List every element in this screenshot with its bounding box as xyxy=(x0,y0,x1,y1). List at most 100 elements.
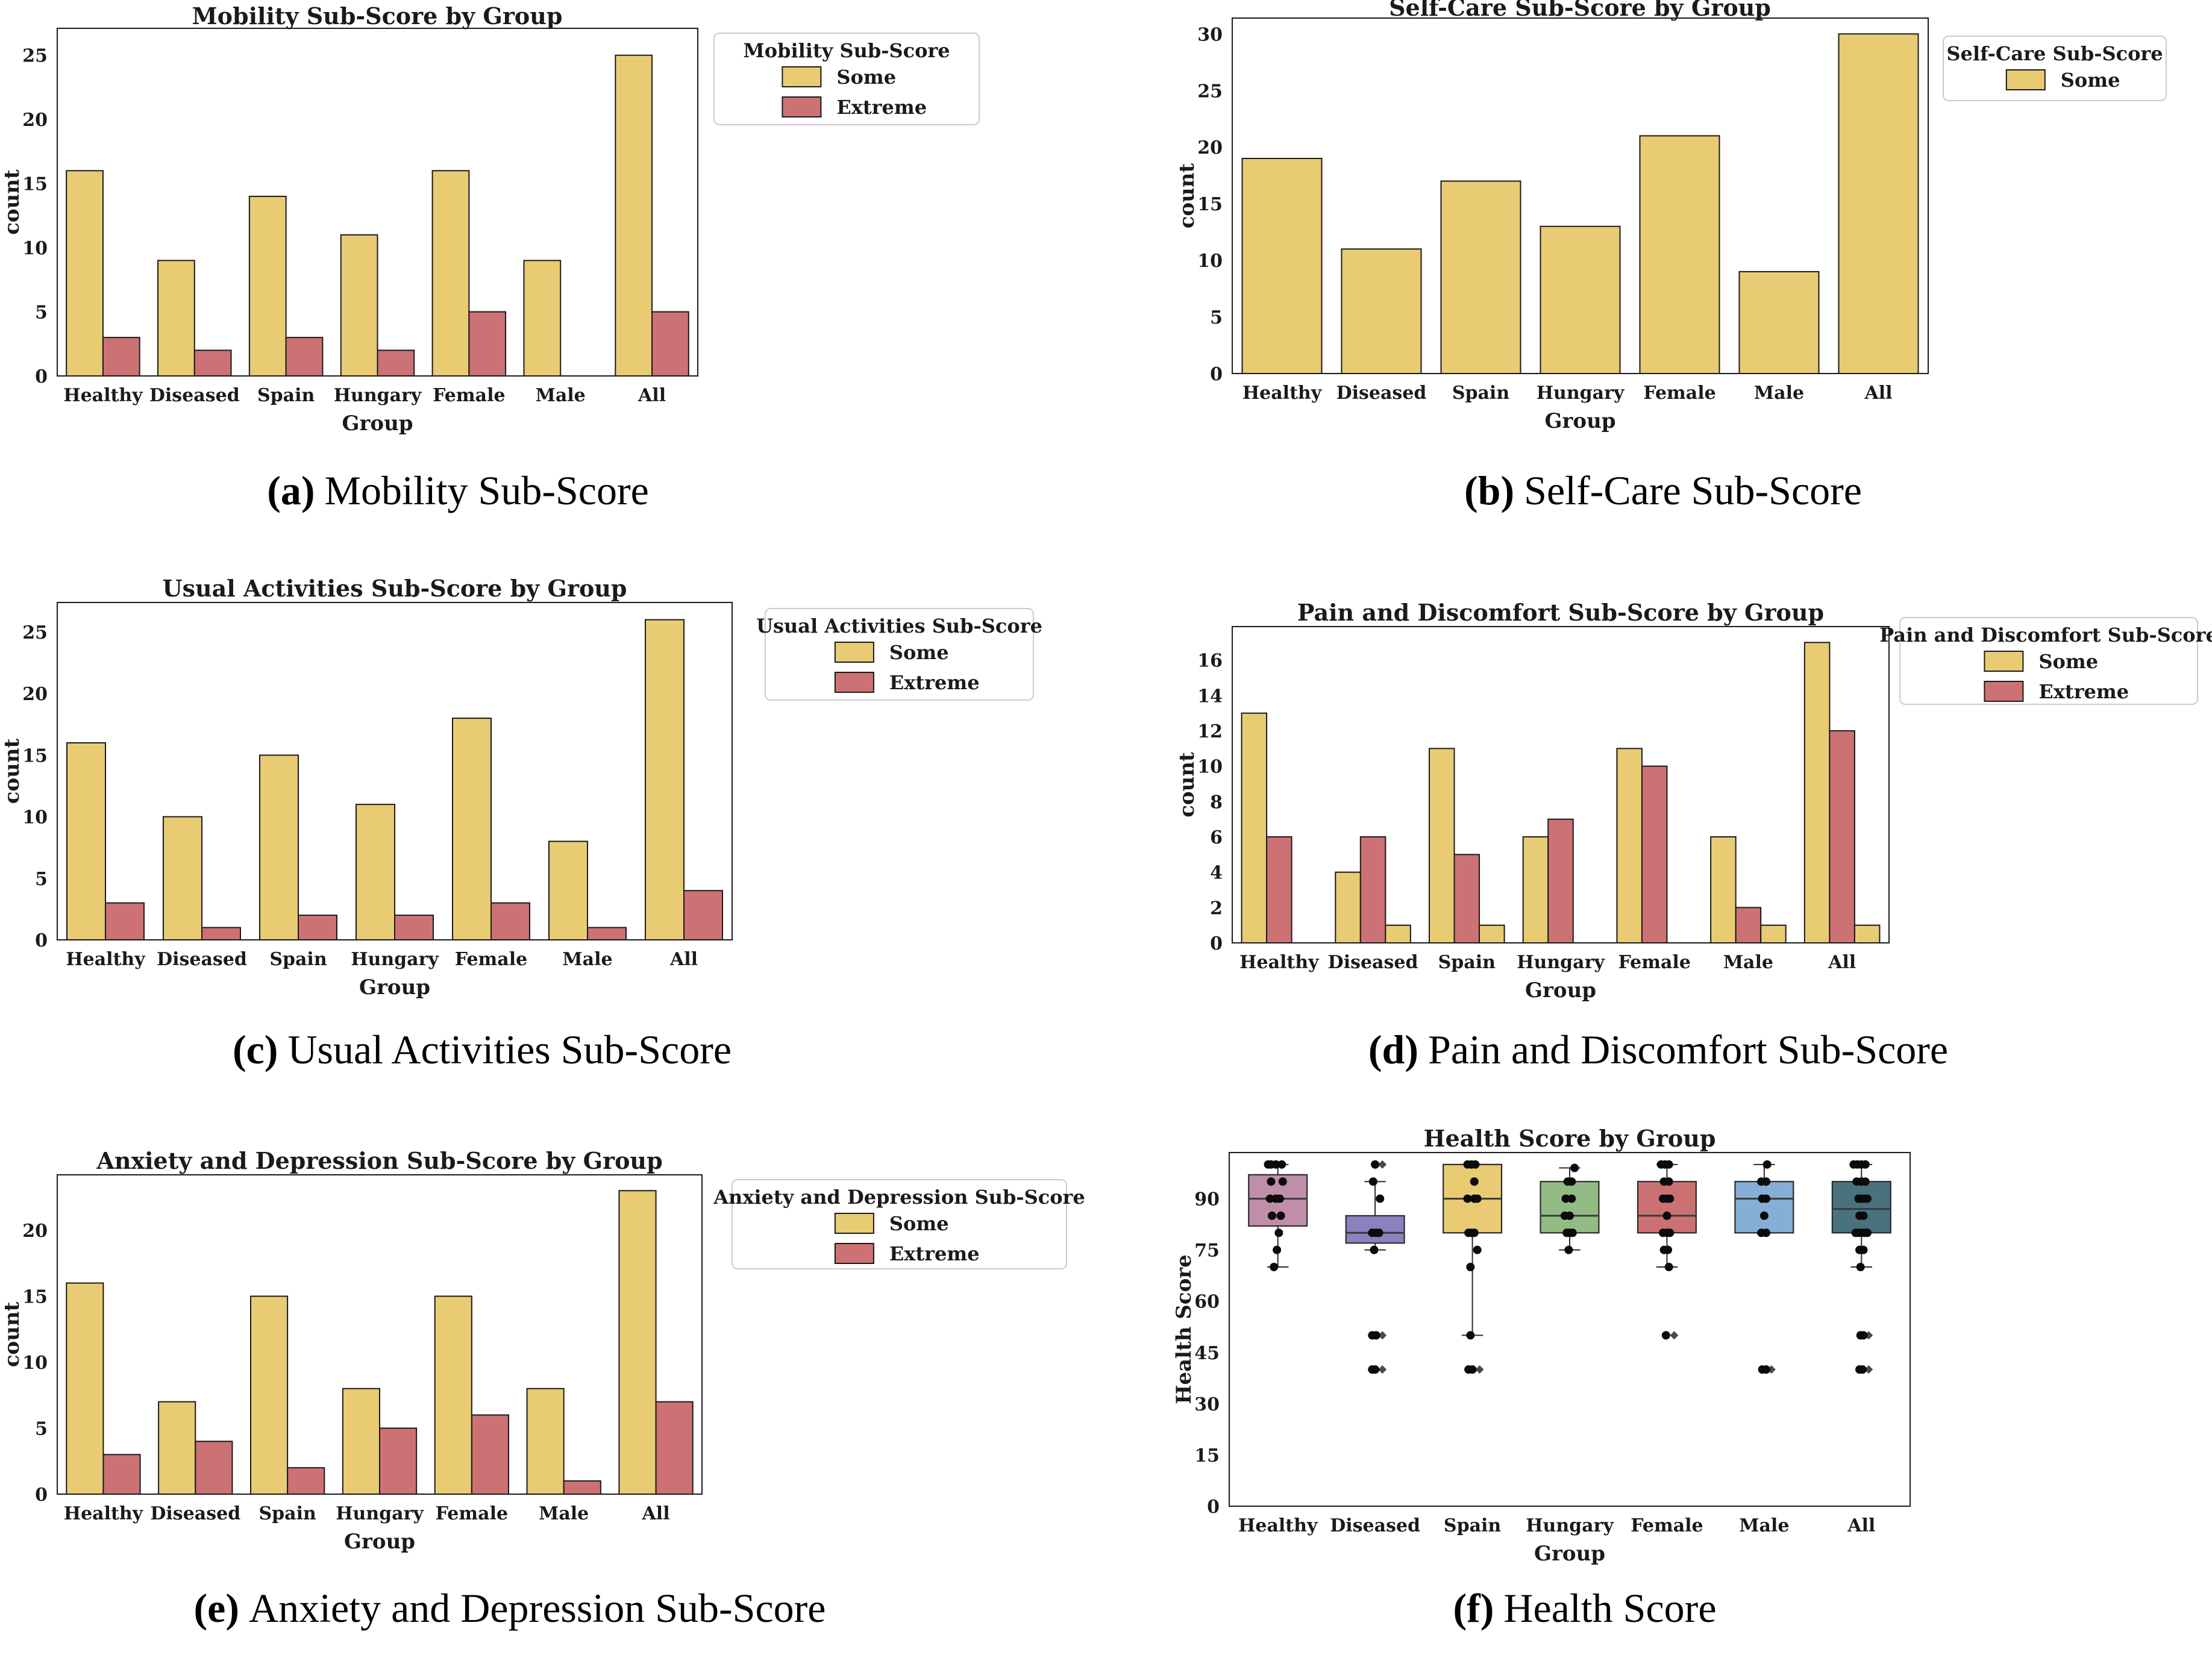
x-tick-label: Hungary xyxy=(1537,383,1625,404)
x-tick-label: Healthy xyxy=(1239,952,1320,973)
flier-diseased xyxy=(1378,1365,1387,1374)
strip-point-diseased xyxy=(1374,1228,1383,1237)
legend-swatch-some xyxy=(834,642,874,663)
y-tick-label: 10 xyxy=(22,1353,48,1374)
strip-point-male xyxy=(1762,1194,1771,1203)
strip-point-hungary xyxy=(1567,1194,1576,1203)
x-tick-label: Spain xyxy=(269,949,327,970)
bar-diseased-extreme xyxy=(193,349,232,377)
bar-male-some xyxy=(1710,836,1737,943)
legend-swatch-extreme xyxy=(1984,681,2024,702)
strip-point-female xyxy=(1664,1160,1673,1169)
caption-f-text: Health Score xyxy=(1503,1585,1717,1631)
y-tick-label: 30 xyxy=(1194,1394,1220,1415)
y-axis-label: count xyxy=(1175,752,1199,818)
x-tick-label: Diseased xyxy=(149,385,240,406)
bar-spain-extreme xyxy=(1453,854,1480,943)
caption-b-text: Self-Care Sub-Score xyxy=(1524,468,1862,513)
strip-point-all xyxy=(1859,1331,1868,1340)
x-tick-label: Female xyxy=(436,1503,508,1524)
x-tick-label: Female xyxy=(455,949,527,970)
bar-male-some xyxy=(548,840,588,940)
x-tick-label: Male xyxy=(1739,1515,1789,1536)
bar-spain-extra xyxy=(1479,924,1505,944)
legend-title: Pain and Discomfort Sub-Score xyxy=(1879,624,2212,646)
x-tick-label: Female xyxy=(1631,1515,1703,1536)
strip-point-diseased xyxy=(1368,1177,1377,1186)
x-tick-label: All xyxy=(669,949,698,970)
bar-hungary-some xyxy=(1522,836,1549,943)
y-tick-label: 45 xyxy=(1194,1343,1220,1364)
strip-point-spain xyxy=(1473,1245,1482,1254)
x-tick-label: Female xyxy=(433,385,505,406)
legend-label-some: Some xyxy=(2061,69,2120,92)
x-tick-label: Hungary xyxy=(1517,952,1605,973)
chart-title: Mobility Sub-Score by Group xyxy=(192,2,563,30)
bar-diseased-some xyxy=(157,260,195,377)
y-tick-label: 75 xyxy=(1194,1240,1220,1262)
caption-b: (b) Self-Care Sub-Score xyxy=(1464,467,1862,515)
strip-point-spain xyxy=(1473,1194,1482,1203)
x-tick-label: Hungary xyxy=(1526,1515,1614,1536)
strip-point-healthy xyxy=(1268,1211,1277,1220)
caption-a-label: (a) xyxy=(267,468,315,513)
y-tick-label: 2 xyxy=(1210,898,1223,919)
strip-point-healthy xyxy=(1273,1245,1282,1254)
legend-swatch-extreme xyxy=(782,96,822,117)
x-tick-label: Spain xyxy=(257,385,315,406)
y-tick-label: 25 xyxy=(22,622,48,643)
x-tick-label: Diseased xyxy=(157,949,247,970)
chart-title: Health Score by Group xyxy=(1424,1127,1716,1152)
x-tick-label: Female xyxy=(1643,383,1715,404)
y-axis-label: count xyxy=(1175,163,1199,228)
strip-point-female xyxy=(1662,1211,1672,1220)
x-tick-label: Healthy xyxy=(63,385,143,406)
caption-d-text: Pain and Discomfort Sub-Score xyxy=(1428,1027,1949,1072)
y-tick-label: 5 xyxy=(35,302,48,324)
bar-spain-some xyxy=(1429,748,1455,943)
y-tick-label: 15 xyxy=(22,174,48,195)
y-tick-label: 0 xyxy=(1210,933,1223,954)
x-tick-label: Healthy xyxy=(1242,383,1323,404)
bar-hungary-extreme xyxy=(1547,818,1574,944)
bar-hungary-some xyxy=(1540,225,1621,374)
bar-male-extra xyxy=(1760,924,1787,944)
strip-point-male xyxy=(1762,1365,1771,1374)
strip-point-healthy xyxy=(1274,1228,1283,1237)
strip-point-spain xyxy=(1470,1177,1479,1186)
x-tick-label: All xyxy=(1847,1515,1875,1536)
strip-point-hungary xyxy=(1570,1163,1579,1172)
chart-title: Pain and Discomfort Sub-Score by Group xyxy=(1297,599,1824,626)
strip-point-female xyxy=(1665,1228,1675,1237)
bar-hungary-extreme xyxy=(394,915,434,940)
strip-point-male xyxy=(1762,1177,1771,1186)
y-tick-label: 14 xyxy=(1197,686,1223,707)
strip-point-all xyxy=(1863,1228,1872,1237)
bar-spain-some xyxy=(259,754,299,940)
bar-spain-some xyxy=(250,1295,289,1495)
y-axis-label: count xyxy=(0,169,24,235)
chart-title: Self-Care Sub-Score by Group xyxy=(1389,0,1771,21)
bar-female-extreme xyxy=(471,1414,509,1495)
x-axis-label: Group xyxy=(1534,1542,1605,1566)
x-tick-label: Diseased xyxy=(1330,1515,1420,1536)
y-tick-label: 20 xyxy=(22,1221,48,1242)
bar-diseased-some xyxy=(158,1401,196,1495)
caption-c-label: (c) xyxy=(232,1027,278,1072)
bar-diseased-extra xyxy=(1385,924,1411,944)
bar-healthy-some xyxy=(66,1282,104,1495)
x-tick-label: Diseased xyxy=(1336,383,1427,404)
x-tick-label: All xyxy=(1828,952,1856,973)
x-tick-label: Male xyxy=(562,949,612,970)
legend-swatch-some xyxy=(2005,69,2046,90)
bar-male-extreme xyxy=(587,927,627,941)
legend-swatch-extreme xyxy=(834,672,874,693)
legend-title: Usual Activities Sub-Score xyxy=(756,615,1042,637)
x-tick-label: Male xyxy=(539,1503,589,1524)
y-tick-label: 4 xyxy=(1210,863,1223,884)
flier-all xyxy=(1864,1331,1873,1340)
bar-healthy-some xyxy=(66,170,104,377)
legend-box xyxy=(732,1179,1067,1269)
y-tick-label: 25 xyxy=(1197,81,1223,102)
y-tick-label: 0 xyxy=(1210,364,1223,385)
